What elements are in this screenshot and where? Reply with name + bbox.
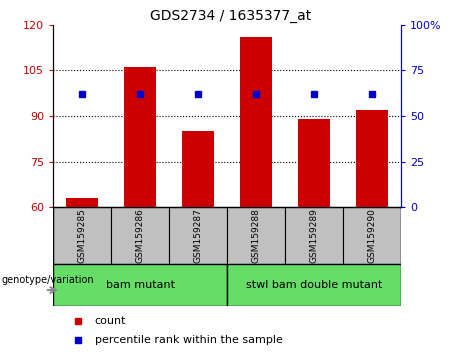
Bar — [285, 207, 343, 264]
Text: GSM159285: GSM159285 — [77, 208, 87, 263]
Text: stwl bam double mutant: stwl bam double mutant — [246, 280, 382, 290]
Bar — [343, 207, 401, 264]
Bar — [356, 110, 388, 207]
Bar — [124, 67, 156, 207]
Bar — [169, 207, 227, 264]
Bar — [66, 198, 98, 207]
Bar — [240, 37, 272, 207]
Bar — [227, 207, 285, 264]
Text: percentile rank within the sample: percentile rank within the sample — [95, 335, 283, 345]
Text: bam mutant: bam mutant — [106, 280, 175, 290]
Bar — [227, 264, 401, 306]
Bar — [298, 119, 330, 207]
Text: GSM159287: GSM159287 — [194, 208, 202, 263]
Text: GSM159290: GSM159290 — [367, 208, 377, 263]
Bar — [182, 131, 214, 207]
Text: count: count — [95, 316, 126, 326]
Text: GSM159288: GSM159288 — [252, 208, 260, 263]
Bar — [53, 264, 227, 306]
Bar — [53, 207, 111, 264]
Text: GSM159286: GSM159286 — [136, 208, 145, 263]
Bar — [111, 207, 169, 264]
Text: GDS2734 / 1635377_at: GDS2734 / 1635377_at — [150, 9, 311, 23]
Text: genotype/variation: genotype/variation — [1, 275, 94, 285]
Text: GSM159289: GSM159289 — [309, 208, 319, 263]
